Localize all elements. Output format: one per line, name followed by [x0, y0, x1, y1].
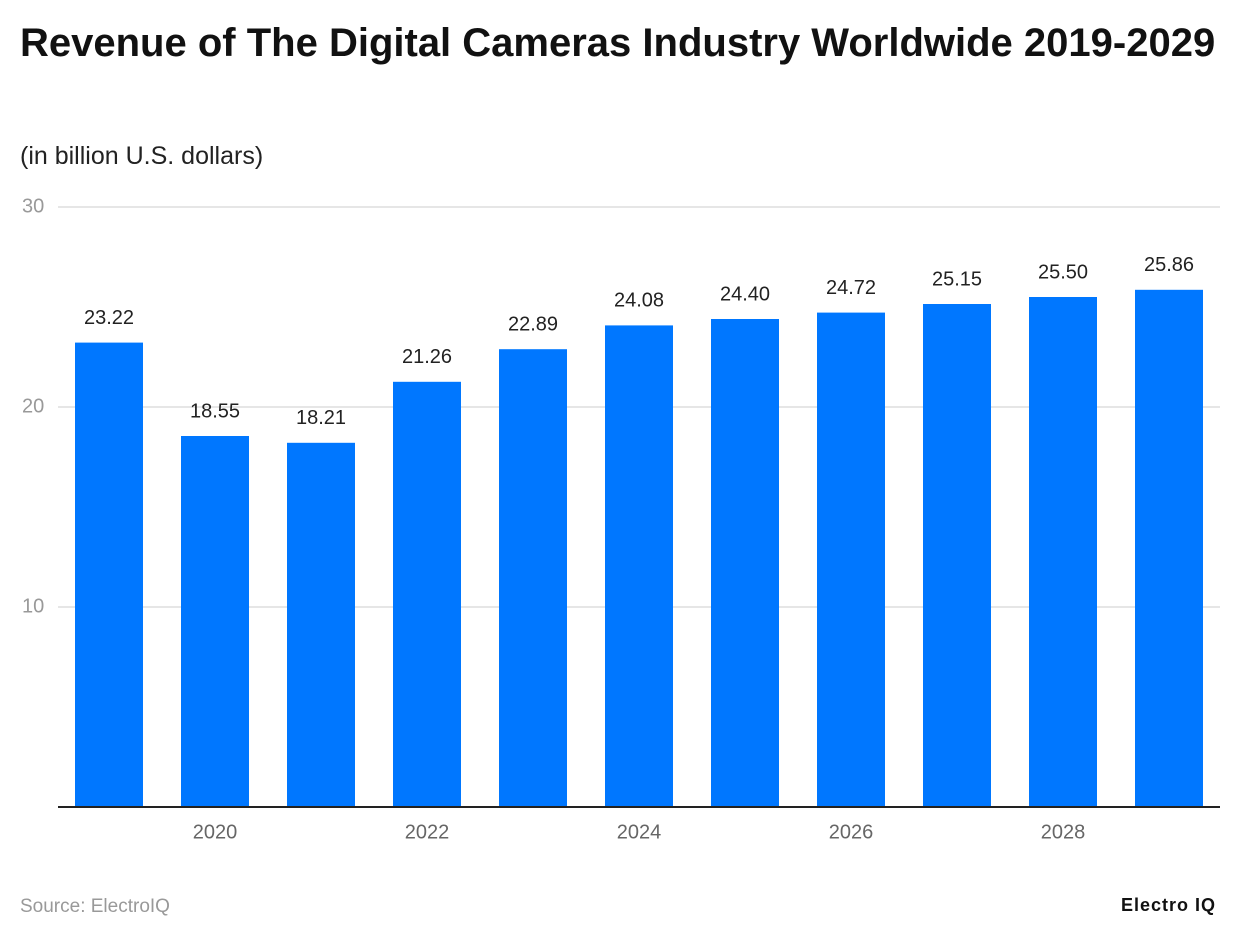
bar: [75, 342, 143, 807]
value-label: 24.08: [614, 290, 664, 312]
source-note: Source: ElectroIQ: [20, 896, 170, 917]
y-tick-label: 20: [22, 395, 44, 417]
bar: [393, 381, 461, 807]
bar: [287, 442, 355, 807]
bar: [817, 312, 885, 807]
value-label: 18.55: [190, 400, 240, 422]
y-tick-label: 30: [22, 195, 44, 217]
value-label: 24.40: [720, 283, 770, 305]
bar: [499, 349, 567, 807]
value-label: 21.26: [402, 346, 452, 368]
bar: [181, 436, 249, 807]
chart: 10 20 30 23.22 2020 18.55 18.21 2022 21.26 22.89 2…: [22, 195, 1220, 843]
value-label: 25.15: [932, 268, 982, 290]
brand-logo: Electro IQ: [1120, 895, 1216, 915]
bar: [605, 325, 673, 807]
bar: [1029, 297, 1097, 807]
value-label: 22.89: [508, 313, 558, 335]
x-tick-label: 2024: [617, 821, 662, 843]
x-tick-label: 2026: [829, 821, 874, 843]
chart-title: Revenue of The Digital Cameras Industry …: [20, 21, 1216, 65]
bar: [711, 319, 779, 807]
value-label: 24.72: [826, 277, 876, 299]
y-tick-label: 10: [22, 595, 44, 617]
x-tick-label: 2020: [193, 821, 238, 843]
x-tick-label: 2022: [405, 821, 450, 843]
bar: [923, 304, 991, 807]
chart-subtitle: (in billion U.S. dollars): [20, 142, 264, 170]
value-label: 25.50: [1038, 261, 1088, 283]
x-tick-label: 2028: [1041, 821, 1086, 843]
value-label: 25.86: [1144, 254, 1194, 276]
value-label: 18.21: [296, 407, 346, 429]
value-label: 23.22: [84, 307, 134, 329]
bar: [1135, 289, 1203, 807]
